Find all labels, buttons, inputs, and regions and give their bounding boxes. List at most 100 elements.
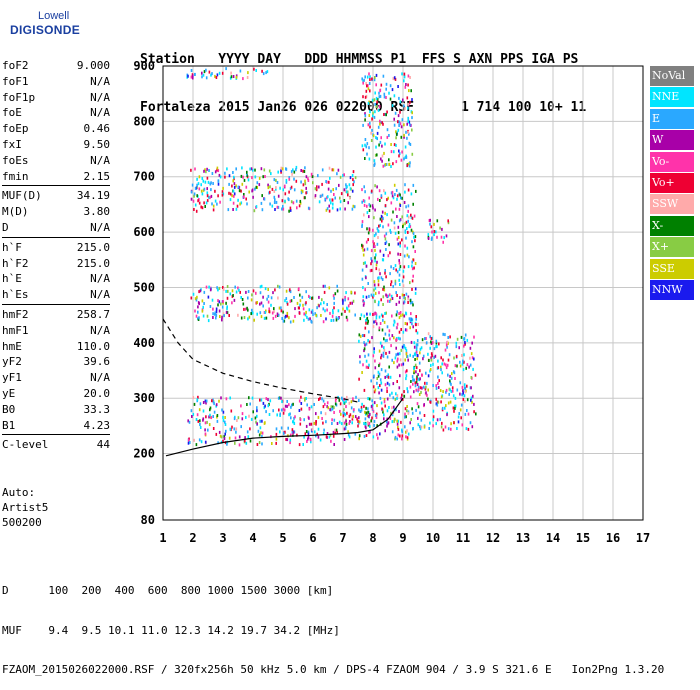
muf-v6: 19.7 <box>240 623 268 637</box>
auto-version: 500200 <box>2 516 42 529</box>
echo-point <box>261 431 264 435</box>
echo-point <box>376 100 378 104</box>
y-tick-label: 200 <box>133 447 155 461</box>
echo-point <box>226 167 228 171</box>
echo-point <box>413 341 416 345</box>
echo-point <box>374 153 377 157</box>
echo-point <box>451 372 453 376</box>
echo-point <box>398 410 400 413</box>
echo-point <box>383 320 386 324</box>
echo-point <box>245 441 248 445</box>
echo-point <box>399 218 402 222</box>
echo-point <box>436 400 439 404</box>
echo-point <box>463 337 466 341</box>
echo-point <box>351 174 354 177</box>
param-row: yF1 N/A <box>2 370 110 386</box>
echo-point <box>323 428 325 432</box>
echo-point <box>377 279 380 283</box>
y-tick-label: 500 <box>133 280 155 294</box>
echo-point <box>390 218 393 222</box>
echo-point <box>343 188 346 192</box>
echo-point <box>393 417 396 421</box>
echo-point <box>407 432 410 436</box>
muf-v1: 9.5 <box>81 623 102 637</box>
echo-point <box>225 310 228 314</box>
echo-point <box>273 307 275 311</box>
echo-point <box>452 370 455 374</box>
echo-point <box>434 354 437 358</box>
echo-point <box>204 428 206 432</box>
echo-point <box>214 312 216 316</box>
echo-point <box>471 425 474 429</box>
echo-point <box>217 179 220 183</box>
echo-point <box>409 385 412 389</box>
echo-point <box>405 312 408 316</box>
echo-point <box>335 316 338 320</box>
echo-point <box>365 422 367 426</box>
d-v1: 200 <box>81 584 102 597</box>
echo-point <box>252 168 254 172</box>
echo-point <box>310 422 313 426</box>
echo-point <box>404 425 406 429</box>
echo-point <box>269 399 272 403</box>
echo-point <box>366 75 369 79</box>
echo-point <box>367 353 370 357</box>
echo-point <box>281 317 283 320</box>
echo-point <box>194 186 197 190</box>
echo-point <box>333 306 335 310</box>
echo-point <box>233 175 235 179</box>
echo-point <box>248 414 250 418</box>
echo-point <box>278 306 281 310</box>
echo-point <box>374 91 376 95</box>
echo-point <box>387 223 390 227</box>
echo-point <box>389 375 392 379</box>
echo-point <box>277 194 280 198</box>
echo-point <box>444 333 446 337</box>
echo-point <box>245 185 248 189</box>
param-row: D N/A <box>2 220 110 236</box>
echo-point <box>240 296 242 299</box>
echo-point <box>381 278 384 281</box>
param-value: 39.6 <box>83 355 111 369</box>
echo-point <box>445 363 447 367</box>
echo-point <box>199 426 202 429</box>
echo-point <box>225 289 227 293</box>
echo-point <box>214 189 216 193</box>
echo-point <box>304 166 306 170</box>
echo-point <box>194 167 196 171</box>
echo-point <box>435 345 437 349</box>
echo-point <box>409 76 411 79</box>
echo-point <box>280 166 283 170</box>
echo-point <box>372 295 374 299</box>
echo-point <box>417 388 420 392</box>
echo-point <box>437 382 439 385</box>
echo-point <box>299 199 302 203</box>
echo-point <box>281 400 283 404</box>
echo-point <box>344 189 347 193</box>
echo-point <box>398 259 400 263</box>
echo-point <box>339 402 342 406</box>
h-ffs: FFS <box>421 52 446 67</box>
echo-point <box>429 335 431 339</box>
echo-point <box>247 308 249 312</box>
echo-point <box>339 196 341 200</box>
echo-point <box>228 314 230 317</box>
echo-point <box>352 178 354 182</box>
echo-point <box>289 438 292 442</box>
echo-point <box>188 420 191 424</box>
echo-point <box>410 213 412 217</box>
echo-point <box>294 415 296 419</box>
h-ddd: DDD <box>304 52 328 67</box>
echo-point <box>274 314 277 318</box>
echo-point <box>195 314 198 318</box>
echo-point <box>366 247 369 251</box>
echo-point <box>410 228 413 232</box>
echo-point <box>390 344 392 348</box>
echo-point <box>208 423 211 427</box>
echo-point <box>332 188 334 192</box>
echo-point <box>389 251 391 255</box>
echo-point <box>401 72 403 76</box>
echo-point <box>394 435 397 439</box>
echo-point <box>336 172 338 176</box>
echo-point <box>368 215 370 219</box>
